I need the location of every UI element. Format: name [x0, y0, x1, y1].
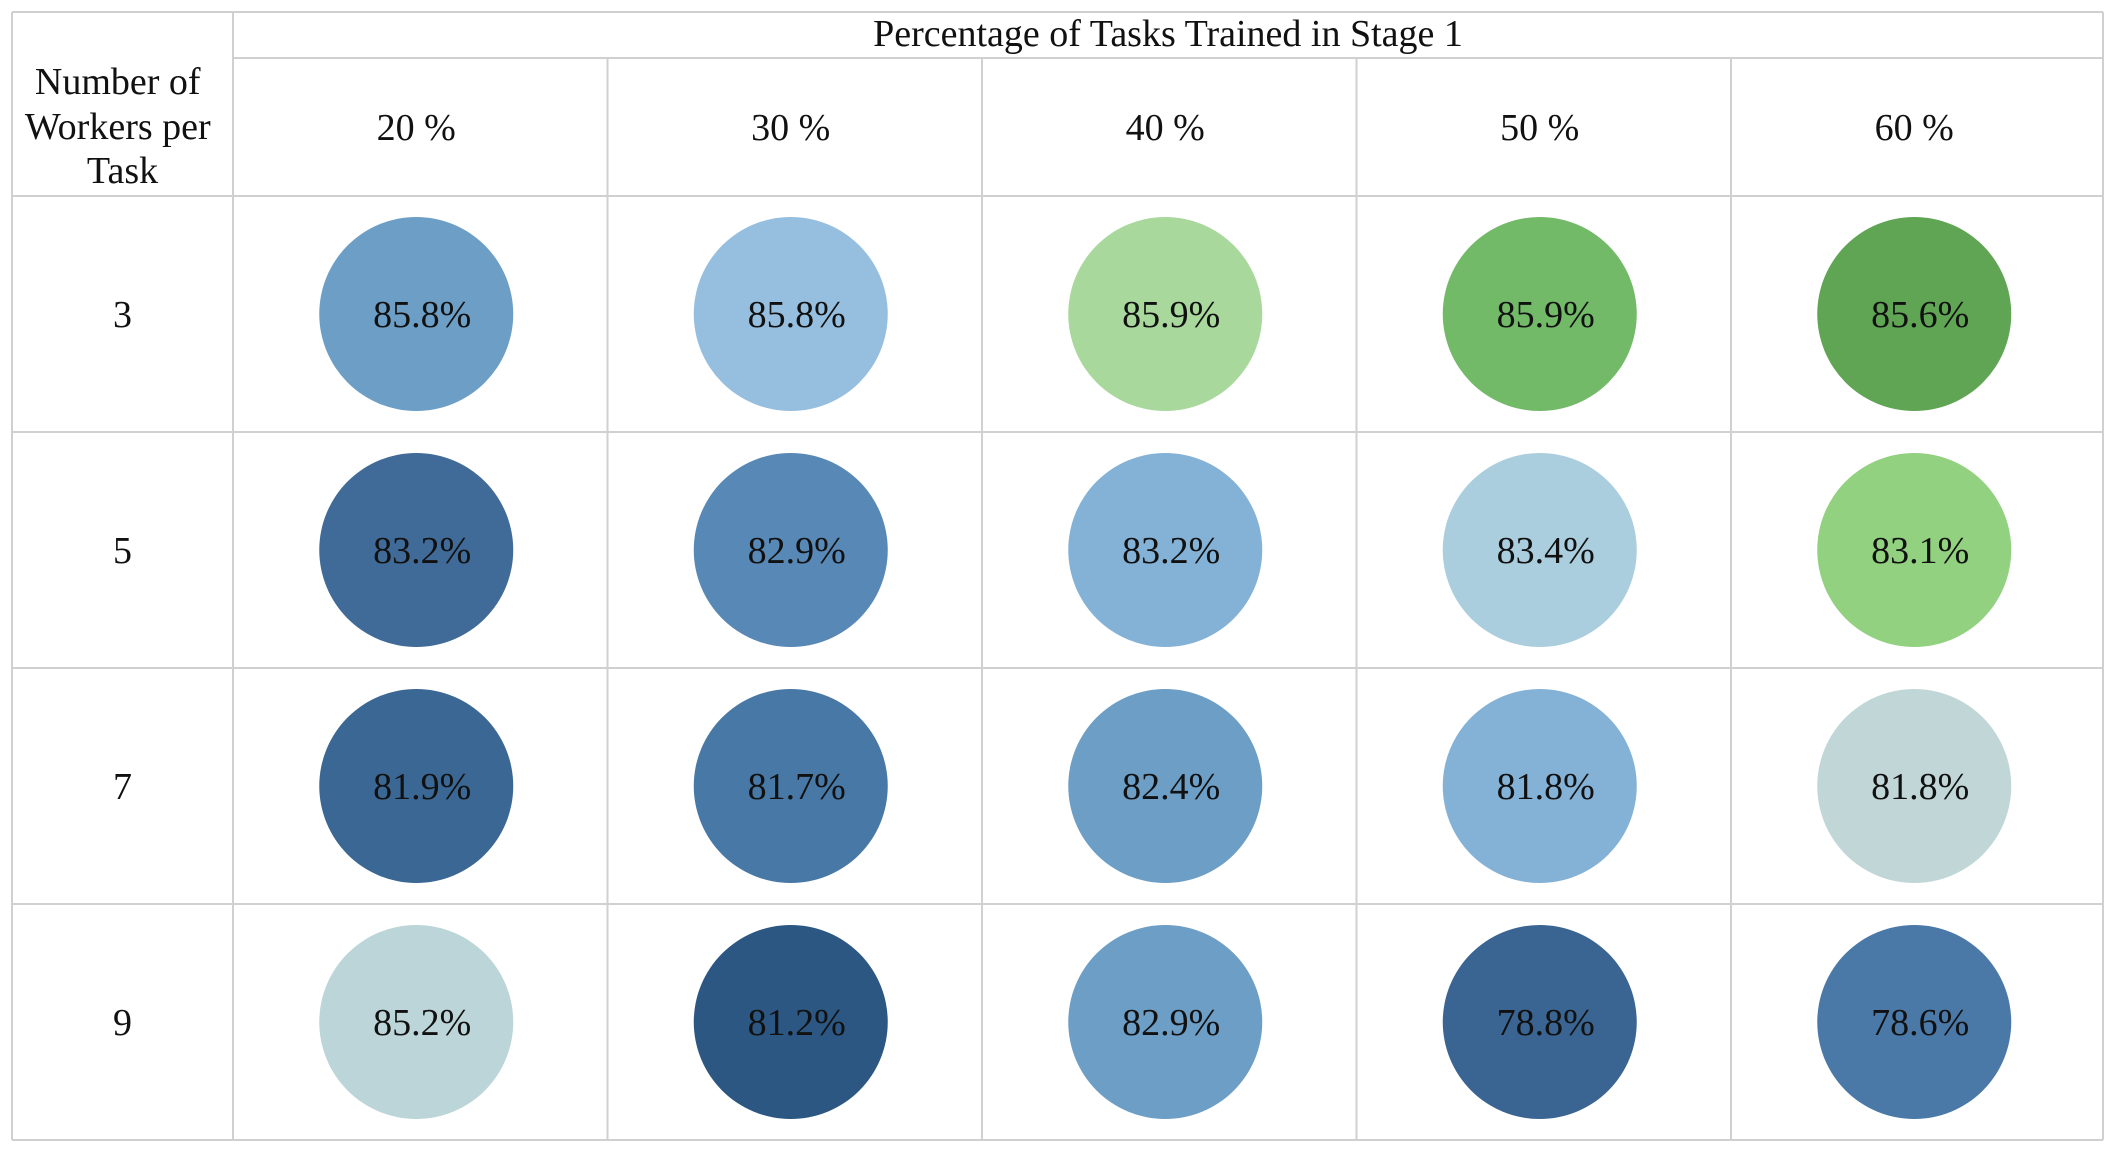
row-header-label: Number of Workers per Task: [25, 61, 220, 192]
value-circle: [1817, 217, 2012, 411]
row-label: 3: [113, 294, 132, 336]
table-cell: 85.8%: [693, 217, 888, 411]
value-circle: [319, 689, 514, 883]
table-cell: 83.4%: [1442, 453, 1637, 647]
value-label: 85.9%: [1122, 294, 1220, 336]
column-header: 40 %: [1126, 107, 1205, 149]
value-label: 82.9%: [748, 530, 846, 572]
value-label: 81.2%: [748, 1002, 846, 1044]
table-cell: 83.2%: [1068, 453, 1263, 647]
value-label: 85.8%: [748, 294, 846, 336]
cells: 85.8% 85.8% 85.9% 85.9% 85.6% 83.2% 82.9% 83.2%…: [319, 217, 2012, 1119]
value-label: 82.9%: [1122, 1002, 1220, 1044]
row-labels: 3 5 7 9: [113, 294, 132, 1044]
column-header: 60 %: [1875, 107, 1954, 149]
value-label: 78.8%: [1497, 1002, 1595, 1044]
value-circle: [1068, 217, 1263, 411]
value-circle: [1442, 453, 1637, 647]
value-circle: [319, 217, 514, 411]
value-circle: [693, 925, 888, 1119]
row-label: 7: [113, 766, 132, 808]
table-cell: 85.9%: [1442, 217, 1637, 411]
table-cell: 81.8%: [1817, 689, 2012, 883]
table-cell: 85.9%: [1068, 217, 1263, 411]
table-grid: [11, 11, 2104, 1141]
table-cell: 85.2%: [319, 925, 514, 1119]
value-label: 83.2%: [1122, 530, 1220, 572]
column-header: 50 %: [1500, 107, 1579, 149]
table-cell: 82.4%: [1068, 689, 1263, 883]
value-circle: [693, 689, 888, 883]
table-cell: 82.9%: [1068, 925, 1263, 1119]
table-cell: 78.8%: [1442, 925, 1637, 1119]
value-label: 83.1%: [1871, 530, 1969, 572]
value-circle: [1817, 689, 2012, 883]
value-circle: [1817, 925, 2012, 1119]
value-circle: [1068, 925, 1263, 1119]
table-cell: 81.7%: [693, 689, 888, 883]
value-label: 83.4%: [1497, 530, 1595, 572]
value-label: 85.2%: [373, 1002, 471, 1044]
value-circle: [1817, 453, 2012, 647]
table-cell: 83.2%: [319, 453, 514, 647]
table-cell: 81.9%: [319, 689, 514, 883]
value-circle: [1068, 453, 1263, 647]
value-label: 85.9%: [1497, 294, 1595, 336]
table-cell: 85.6%: [1817, 217, 2012, 411]
value-label: 83.2%: [373, 530, 471, 572]
table-cell: 81.2%: [693, 925, 888, 1119]
column-header: 30 %: [751, 107, 830, 149]
value-label: 78.6%: [1871, 1002, 1969, 1044]
table-cell: 85.8%: [319, 217, 514, 411]
column-group-label: Percentage of Tasks Trained in Stage 1: [873, 13, 1463, 55]
row-header-label-line: Workers per: [25, 106, 211, 148]
table-cell: 81.8%: [1442, 689, 1637, 883]
value-label: 82.4%: [1122, 766, 1220, 808]
row-label: 5: [113, 530, 132, 572]
value-circle: [1068, 689, 1263, 883]
value-circle: [1442, 689, 1637, 883]
table-cell: 83.1%: [1817, 453, 2012, 647]
row-header-label-line: Task: [87, 150, 158, 192]
column-headers: 20 % 30 % 40 % 50 % 60 %: [377, 107, 1954, 149]
row-header-label-line: Number of: [35, 61, 201, 103]
value-circle: [693, 453, 888, 647]
value-label: 85.8%: [373, 294, 471, 336]
value-circle: [319, 453, 514, 647]
column-header: 20 %: [377, 107, 456, 149]
value-label: 81.8%: [1871, 766, 1969, 808]
value-circle: [319, 925, 514, 1119]
row-label: 9: [113, 1002, 132, 1044]
value-label: 85.6%: [1871, 294, 1969, 336]
table-cell: 82.9%: [693, 453, 888, 647]
table-cell: 78.6%: [1817, 925, 2012, 1119]
value-circle: [1442, 925, 1637, 1119]
value-circle: [1442, 217, 1637, 411]
value-label: 81.8%: [1497, 766, 1595, 808]
value-circle: [693, 217, 888, 411]
value-label: 81.9%: [373, 766, 471, 808]
value-label: 81.7%: [748, 766, 846, 808]
